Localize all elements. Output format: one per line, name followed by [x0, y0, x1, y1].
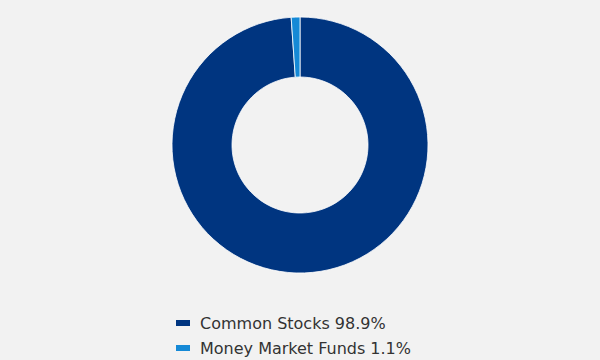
slices	[172, 17, 428, 273]
slice	[172, 17, 428, 273]
legend-name: Common Stocks	[200, 314, 330, 333]
slice	[291, 17, 300, 77]
legend-swatch	[176, 320, 190, 326]
chart-container: Common Stocks 98.9% Money Market Funds 1.1%	[0, 0, 600, 360]
legend-value: 1.1%	[370, 339, 411, 358]
legend-swatch	[176, 345, 190, 351]
legend-value: 98.9%	[335, 314, 386, 333]
legend-label: Money Market Funds 1.1%	[200, 339, 411, 358]
legend-name: Money Market Funds	[200, 339, 365, 358]
legend-label: Common Stocks 98.9%	[200, 314, 386, 333]
background	[0, 0, 600, 360]
legend: Common Stocks 98.9% Money Market Funds 1.1%	[176, 314, 411, 358]
chart-svg: Common Stocks 98.9% Money Market Funds 1.1%	[0, 0, 600, 360]
